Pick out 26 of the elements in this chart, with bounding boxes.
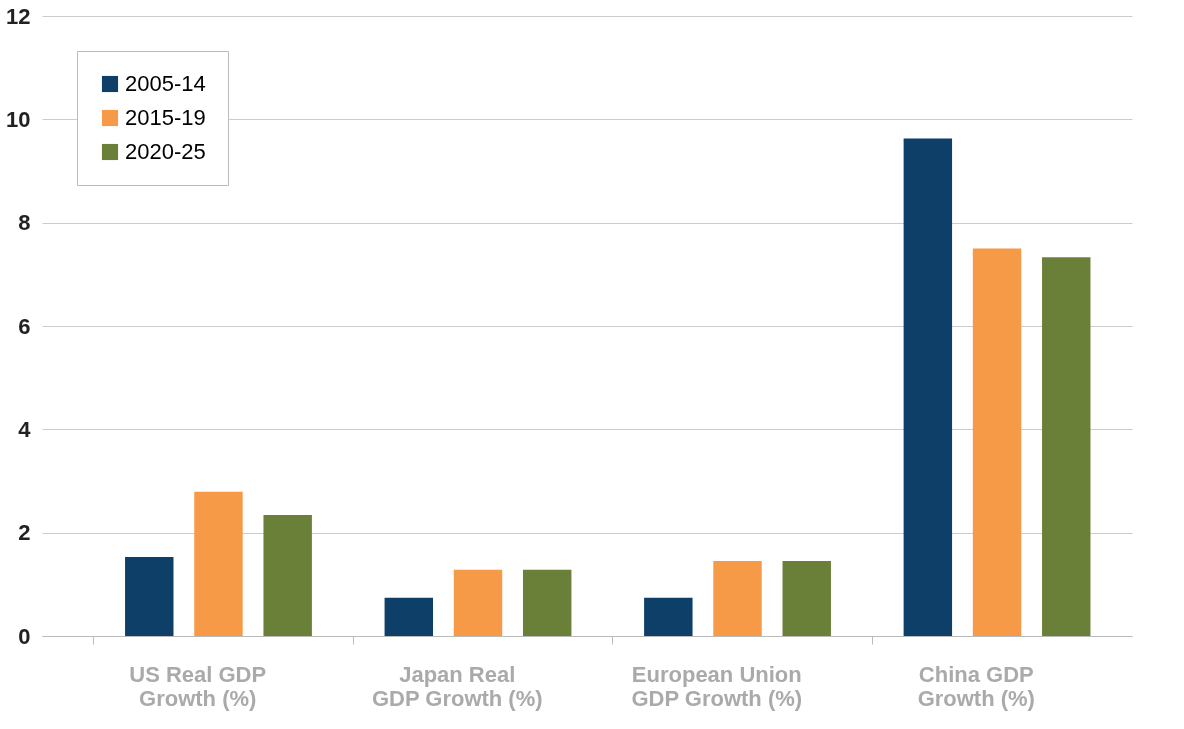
y-tick-label: 6 [18, 313, 31, 339]
x-tick-label: Japan Real GDP Growth (%) [371, 661, 543, 711]
bar [903, 138, 953, 636]
bar [1042, 257, 1091, 636]
y-tick-label: 12 [6, 3, 31, 29]
y-tick-label: 10 [6, 106, 31, 132]
bar [522, 569, 572, 636]
bar [782, 561, 831, 636]
bar [644, 597, 693, 636]
y-tick-label: 8 [18, 210, 31, 236]
legend-label: 2015-19 [125, 105, 206, 130]
bar [453, 569, 503, 636]
x-tick-label: US Real GDP Growth (%) [129, 661, 267, 711]
legend-label: 2020-25 [125, 139, 206, 164]
bar [972, 248, 1022, 636]
bar [125, 556, 174, 636]
bar [194, 491, 243, 636]
x-tick-label: European Union GDP Growth (%) [631, 661, 803, 711]
bar [263, 515, 312, 636]
x-tick-label: China GDP Growth (%) [917, 661, 1035, 711]
bar [384, 597, 434, 636]
bar [713, 561, 762, 636]
y-tick-label: 4 [18, 416, 32, 442]
legend-label: 2005-14 [125, 71, 206, 96]
y-tick-label: 2 [18, 520, 31, 546]
y-tick-label: 0 [18, 623, 31, 649]
